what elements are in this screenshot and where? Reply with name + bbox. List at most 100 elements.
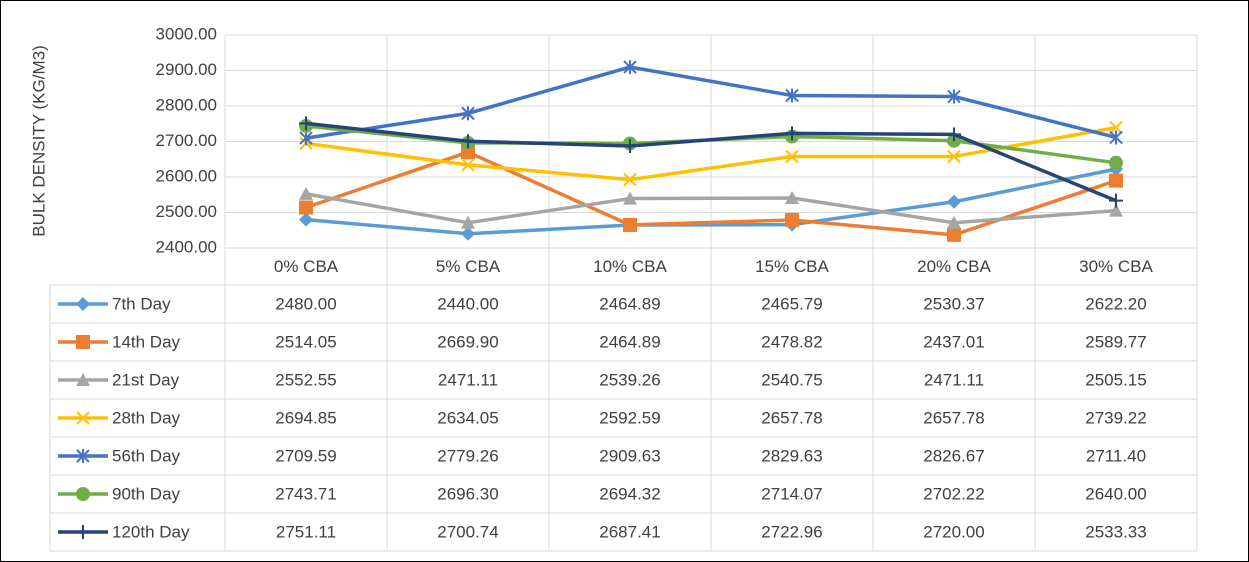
y-tick-label: 2400.00 [156,237,217,256]
marker [947,215,961,229]
table-cell: 2751.11 [276,522,336,541]
marker [76,297,90,311]
y-tick-label: 2500.00 [156,202,217,221]
marker [461,106,475,121]
marker [461,215,475,229]
table-cell: 2539.26 [599,370,660,389]
marker [461,226,475,241]
y-tick-label: 2700.00 [156,131,217,150]
marker [1109,203,1123,217]
table-cell: 2657.78 [761,408,822,427]
table-cell: 2909.63 [599,446,660,465]
table-cell: 2530.37 [923,294,984,313]
y-tick-label: 2600.00 [156,166,217,185]
y-tick-label: 3000.00 [156,24,217,43]
marker [623,138,637,153]
table-cell: 2709.59 [275,446,336,465]
marker [947,89,961,104]
table-cell: 2694.85 [275,408,336,427]
table-cell: 2669.90 [437,332,498,351]
table-cell: 2533.33 [1085,522,1146,541]
marker [76,449,90,463]
table-cell: 2440.00 [437,294,498,313]
legend-entry: 21st Day [58,370,180,389]
table-cell: 2696.30 [437,484,498,503]
legend-entry: 56th Day [58,446,181,465]
table-cell: 2514.05 [275,332,336,351]
table-cell: 2622.20 [1085,294,1146,313]
marker [785,191,799,205]
series-line [305,125,1117,182]
legend-entry: 14th Day [58,332,181,351]
table-cell: 2465.79 [761,294,822,313]
table-cell: 2779.26 [437,446,498,465]
y-axis-title: BULK DENSITY (KG/M3) [29,45,48,236]
marker [785,149,799,164]
legend-label: 120th Day [112,522,190,541]
series-line [305,192,1117,225]
marker [623,60,637,75]
table-cell: 2592.59 [599,408,660,427]
y-tick-label: 2800.00 [156,95,217,114]
table-cell: 2829.63 [761,446,822,465]
marker [76,525,90,539]
series-line [305,167,1117,236]
table-cell: 2589.77 [1085,332,1146,351]
marker [947,127,961,142]
marker [299,200,313,215]
table-cell: 2540.75 [761,370,822,389]
x-tick-label: 15% CBA [755,257,829,276]
table-cell: 2714.07 [761,484,822,503]
marker [76,335,90,349]
marker [1109,173,1123,188]
table-cell: 2739.22 [1085,408,1146,427]
marker [461,158,475,172]
marker [785,88,799,103]
table-cell: 2505.15 [1085,370,1146,389]
marker [1109,193,1123,208]
marker [623,217,637,232]
legend-label: 21st Day [112,370,180,389]
legend-entry: 90th Day [58,484,181,503]
table-cell: 2702.22 [923,484,984,503]
marker [76,373,90,386]
marker [299,186,313,200]
table-cell: 2657.78 [923,408,984,427]
x-tick-label: 0% CBA [274,257,339,276]
x-tick-label: 20% CBA [917,257,991,276]
table-cell: 2634.05 [437,408,498,427]
x-tick-label: 5% CBA [436,257,501,276]
table-cell: 2722.96 [761,522,822,541]
legend-label: 7th Day [112,294,171,313]
table-cell: 2700.74 [437,522,498,541]
series-line [305,121,1117,203]
legend-label: 28th Day [112,408,181,427]
x-tick-label: 30% CBA [1079,257,1153,276]
marker [785,126,799,141]
marker [623,172,637,187]
table-cell: 2464.89 [599,294,660,313]
legend-entry: 120th Day [58,522,190,541]
marker [947,194,961,209]
marker [76,487,90,501]
table-cell: 2711.40 [1086,446,1146,465]
marker [461,134,475,149]
table-cell: 2471.11 [924,370,984,389]
table-cell: 2720.00 [923,522,984,541]
table-cell: 2687.41 [599,522,660,541]
y-tick-label: 2900.00 [156,60,217,79]
x-tick-label: 10% CBA [593,257,667,276]
marker [299,116,313,131]
legend-entry: 7th Day [58,294,171,313]
marker [785,213,799,228]
legend-entry: 28th Day [58,408,181,427]
marker [76,411,90,425]
table-cell: 2694.32 [599,484,660,503]
marker [947,227,961,242]
marker [947,149,961,164]
marker [299,131,313,146]
legend-label: 14th Day [112,332,181,351]
marker [623,191,637,205]
